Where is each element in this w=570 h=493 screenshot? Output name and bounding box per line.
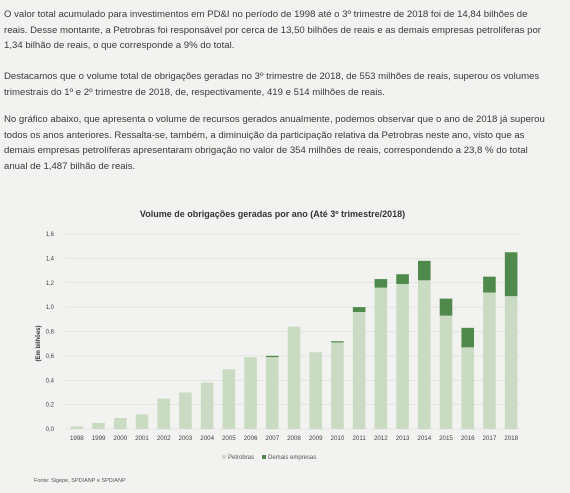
x-tick-label: 2017 bbox=[483, 435, 497, 442]
bar-petrobras-1998 bbox=[70, 426, 84, 429]
x-tick-label: 2015 bbox=[439, 435, 453, 442]
bar-petrobras-2013 bbox=[396, 283, 409, 429]
bar-petrobras-2005 bbox=[222, 369, 236, 429]
bar-petrobras-2000 bbox=[113, 418, 127, 429]
source-note: Fonte: Sigepe, SPD/ANP e SPD/ANP bbox=[34, 478, 126, 484]
x-tick-label: 2007 bbox=[265, 435, 279, 442]
chart-container: Volume de obrigações geradas por ano (At… bbox=[0, 200, 570, 493]
legend-swatch bbox=[222, 455, 226, 459]
x-tick-label: 2011 bbox=[352, 435, 366, 442]
x-tick-label: 2018 bbox=[504, 435, 518, 442]
x-tick-label: 2012 bbox=[374, 435, 388, 442]
bar-demais-2014 bbox=[417, 260, 431, 281]
x-tick-label: 2009 bbox=[309, 435, 323, 442]
bar-petrobras-2008 bbox=[287, 326, 301, 429]
bar-demais-2011 bbox=[352, 307, 366, 312]
legend-label: Petrobras bbox=[228, 455, 254, 461]
x-tick-label: 1999 bbox=[92, 435, 106, 442]
x-tick-label: 1998 bbox=[70, 435, 84, 442]
x-tick-label: 2003 bbox=[179, 435, 193, 442]
x-tick-label: 2001 bbox=[135, 435, 149, 442]
y-tick-label: 0,0 bbox=[46, 427, 55, 433]
y-tick-label: 1,0 bbox=[46, 305, 55, 311]
bar-petrobras-2016 bbox=[461, 347, 475, 429]
paragraph-quarterly: Destacamos que o volume total de obrigaç… bbox=[4, 71, 540, 98]
x-tick-label: 2002 bbox=[157, 435, 171, 442]
bar-petrobras-2004 bbox=[200, 382, 214, 429]
x-tick-label: 2004 bbox=[200, 435, 214, 442]
bar-petrobras-2007 bbox=[265, 357, 279, 429]
x-tick-label: 2006 bbox=[244, 435, 258, 442]
bar-petrobras-1999 bbox=[92, 422, 105, 429]
bar-petrobras-2001 bbox=[135, 414, 149, 429]
bar-petrobras-2018 bbox=[504, 296, 518, 429]
bar-demais-2012 bbox=[374, 279, 388, 288]
bar-petrobras-2017 bbox=[483, 292, 496, 429]
bar-demais-2017 bbox=[483, 276, 496, 293]
bar-demais-2016 bbox=[461, 327, 475, 348]
bar-petrobras-2002 bbox=[157, 398, 171, 429]
x-tick-label: 2000 bbox=[113, 435, 127, 442]
y-tick-label: 0,2 bbox=[46, 403, 55, 409]
y-axis-label: (Em bilhões) bbox=[36, 325, 42, 361]
bar-petrobras-2010 bbox=[331, 342, 344, 429]
bar-petrobras-2011 bbox=[352, 312, 366, 429]
x-tick-label: 2010 bbox=[331, 435, 345, 442]
legend-swatch bbox=[262, 455, 266, 459]
y-tick-label: 1,6 bbox=[46, 232, 55, 238]
bar-demais-2015 bbox=[439, 298, 453, 316]
bar-petrobras-2003 bbox=[179, 392, 192, 429]
legend-label: Demais empresas bbox=[268, 455, 316, 461]
y-tick-label: 1,4 bbox=[46, 256, 55, 262]
x-tick-label: 2005 bbox=[222, 435, 236, 442]
bar-chart: 0,0 0,2 0,4 0,6 0,8 1,0 1,2 1,4 1,6 (Em bilhões) 1… bbox=[36, 232, 522, 461]
y-tick-label: 0,6 bbox=[46, 354, 55, 360]
bar-demais-2010 bbox=[331, 341, 344, 343]
x-tick-label: 2014 bbox=[417, 435, 431, 442]
bar-demais-2018 bbox=[504, 252, 518, 297]
bar-petrobras-2014 bbox=[417, 280, 431, 429]
paragraph-investments: O valor total acumulado para investiment… bbox=[4, 9, 542, 51]
bar-demais-2007 bbox=[265, 355, 279, 358]
x-tick-label: 2016 bbox=[461, 435, 475, 442]
paragraph-chart-intro: No gráfico abaixo, que apresenta o volum… bbox=[4, 114, 545, 172]
chart-title: Volume de obrigações geradas por ano (At… bbox=[139, 209, 406, 219]
bar-demais-2013 bbox=[396, 274, 409, 284]
y-tick-label: 0,4 bbox=[46, 378, 55, 384]
y-tick-label: 1,2 bbox=[46, 281, 55, 287]
x-tick-label: 2008 bbox=[287, 435, 301, 442]
bar-petrobras-2012 bbox=[374, 287, 388, 429]
bar-petrobras-2015 bbox=[439, 315, 453, 429]
bar-petrobras-2009 bbox=[309, 352, 323, 429]
y-tick-label: 0,8 bbox=[46, 330, 55, 336]
bar-petrobras-2006 bbox=[244, 357, 257, 429]
x-tick-label: 2013 bbox=[396, 435, 410, 442]
